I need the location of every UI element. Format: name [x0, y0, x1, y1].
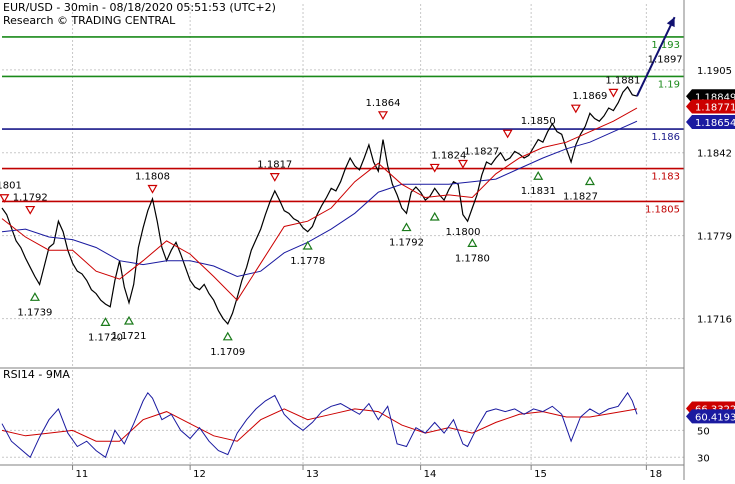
- rsi-title: RSI14 - 9MA: [3, 368, 70, 381]
- swing-label: 1.1709: [210, 347, 245, 358]
- source-line: Research © TRADING CENTRAL: [3, 14, 176, 27]
- level-label: 1.186: [651, 132, 680, 143]
- swing-label: 1.1817: [257, 160, 292, 171]
- swing-label: 1.1801: [0, 181, 22, 192]
- low-marker: [401, 222, 412, 232]
- x-tick-label: 14: [424, 469, 437, 480]
- low-marker: [467, 238, 478, 247]
- swing-label: 1.1780: [455, 253, 490, 264]
- symbol-line: EUR/USD - 30min - 08/18/2020 05:51:53 (U…: [3, 1, 276, 14]
- price-box: [686, 114, 735, 129]
- swing-label: 1.1720: [88, 332, 123, 343]
- high-marker: [377, 111, 389, 120]
- swing-label: 1.1864: [365, 98, 400, 109]
- low-marker: [584, 176, 595, 186]
- low-marker: [100, 317, 111, 326]
- x-tick-label: 12: [193, 469, 206, 480]
- price-box: [686, 99, 735, 114]
- swing-label: 1.1881: [605, 75, 640, 86]
- rsi-tick-label: 30: [697, 453, 710, 464]
- low-marker: [123, 315, 135, 325]
- moving-averages: [1, 107, 638, 301]
- low-marker: [533, 171, 544, 180]
- swing-label: 1.1778: [290, 256, 325, 267]
- high-marker: [457, 159, 468, 169]
- rsi-ma-line: [1, 408, 638, 442]
- projection-arrow-head: [666, 17, 675, 28]
- price-tick-label: 1.1716: [697, 315, 732, 326]
- x-tick-label: 11: [76, 469, 89, 480]
- high-marker: [25, 205, 36, 215]
- price-series: [1, 16, 676, 325]
- price-tick-label: 1.1842: [697, 149, 732, 160]
- level-label: 1.19: [658, 79, 680, 90]
- high-marker: [570, 104, 581, 114]
- swing-label: 1.1824: [431, 150, 466, 161]
- high-marker: [502, 129, 513, 139]
- x-tick-label: 18: [649, 469, 662, 480]
- price-line: [1, 85, 638, 325]
- swing-label: 1.1800: [445, 227, 480, 238]
- low-marker: [29, 292, 40, 301]
- rsi-series: [1, 391, 638, 459]
- x-tick-label: 15: [534, 469, 547, 480]
- swing-label: 1.1850: [521, 116, 556, 127]
- price-box-label: 1.18771: [695, 103, 735, 114]
- high-marker: [269, 173, 280, 182]
- rsi-box: [686, 409, 735, 424]
- price-tick-label: 1.1905: [697, 66, 732, 77]
- ma-fast-line: [1, 107, 638, 301]
- level-lines: 1.193 1.19 1.186 1.183 1.1805: [2, 36, 684, 215]
- swing-labels: 1.18011.17921.18081.18171.18641.18241.18…: [0, 54, 683, 357]
- ma-slow-line: [1, 120, 638, 278]
- level-label: 1.193: [651, 40, 680, 51]
- level-label: 1.183: [651, 172, 680, 183]
- low-marker: [429, 211, 440, 221]
- level-label: 1.1805: [645, 204, 680, 215]
- high-marker: [608, 88, 619, 98]
- price-box-label: 1.18849: [695, 92, 735, 103]
- low-marker: [222, 331, 233, 341]
- swing-label: 1.1792: [13, 193, 48, 204]
- low-marker: [302, 240, 313, 250]
- swing-label: 1.1827: [563, 191, 598, 202]
- price-box-label: 1.18654: [695, 118, 735, 129]
- swing-label: 1.1721: [111, 331, 146, 342]
- swing-label: 1.1869: [572, 91, 607, 102]
- axes: 1.1905 1.1842 1.1779 1.1716 11 12 13 14 15 18 50 30…: [72, 66, 735, 480]
- swing-label: 1.1808: [135, 172, 170, 183]
- rsi-box-label: 60.4193: [695, 412, 735, 423]
- price-tick-label: 1.1779: [697, 232, 732, 243]
- rsi-tick-label: 50: [697, 426, 710, 437]
- projection-arrow-line: [636, 16, 676, 97]
- swing-markers: [0, 88, 619, 341]
- price-grid: [2, 4, 684, 366]
- high-marker: [0, 194, 10, 203]
- high-marker: [429, 163, 440, 173]
- rsi-line: [1, 391, 638, 459]
- swing-label: 1.1831: [521, 186, 556, 197]
- x-tick-label: 13: [306, 469, 319, 480]
- high-marker: [147, 184, 158, 194]
- swing-label: 1.1792: [389, 238, 424, 249]
- swing-label: 1.1897: [648, 54, 683, 65]
- swing-label: 1.1827: [464, 146, 499, 157]
- swing-label: 1.1739: [17, 307, 52, 318]
- rsi-grid: [2, 370, 684, 464]
